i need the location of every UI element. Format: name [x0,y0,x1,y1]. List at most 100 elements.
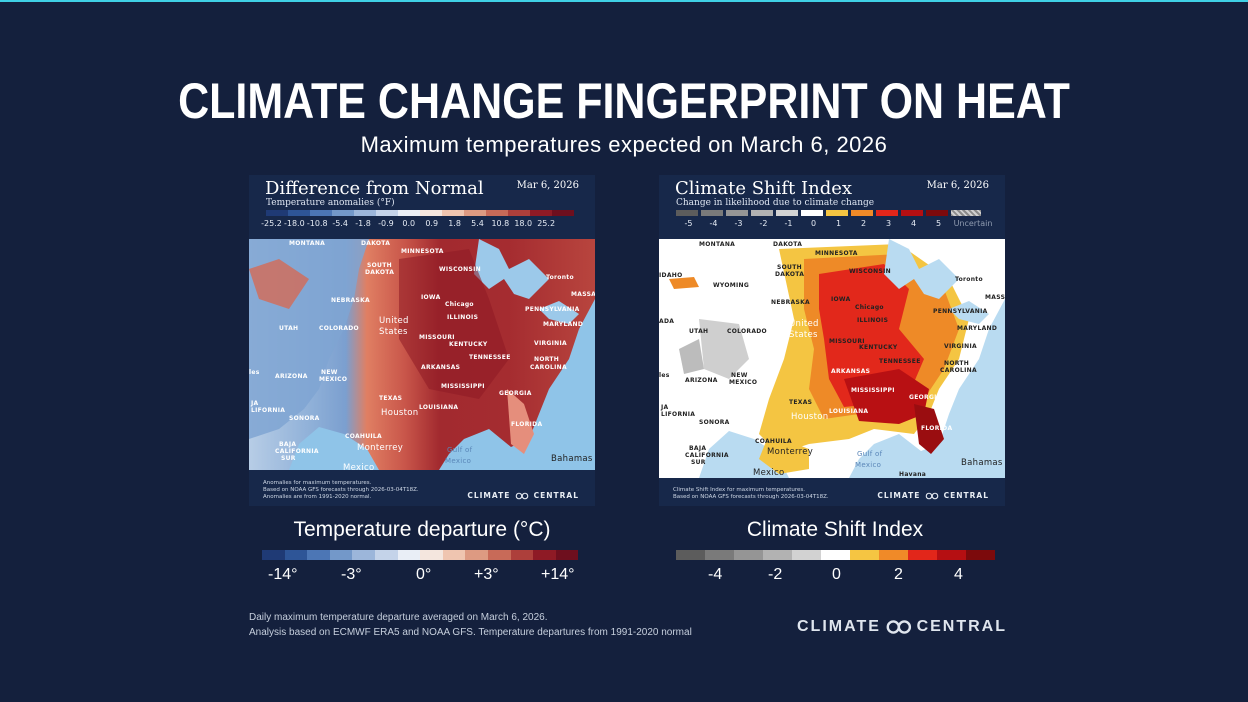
svg-text:Bahamas: Bahamas [961,458,1003,468]
legend-label: 0 [832,566,841,583]
csi-mini-swatch [826,210,848,216]
svg-text:MISSISSIPPI: MISSISSIPPI [851,387,895,394]
page-title: CLIMATE CHANGE FINGERPRINT ON HEAT [178,73,1070,129]
svg-text:Monterrey: Monterrey [767,447,813,457]
legend-label: -14° [268,566,298,583]
scale-label: 0.0 [402,219,416,228]
svg-text:SONORA: SONORA [289,415,320,422]
anomaly-mini-swatch [464,210,486,216]
temperature-legend-swatch [374,550,398,560]
scale-label: 25.2 [537,219,556,228]
anomaly-mini-swatch [288,210,310,216]
svg-text:CAROLINA: CAROLINA [530,364,567,371]
anomaly-map: MONTANA DAKOTA MINNESOTA SOUTH DAKOTA WI… [249,239,595,470]
temperature-legend-title: Temperature departure (°C) [293,518,551,541]
svg-text:UTAH: UTAH [279,325,298,332]
csi-map-panel: Climate Shift Index Mar 6, 2026 Change i… [659,175,1005,506]
temperature-legend-swatch [329,550,353,560]
svg-text:MASSA: MASSA [985,294,1005,301]
anomaly-mini-swatch [530,210,552,216]
top-accent-line [0,0,1248,2]
anomaly-panel-date: Mar 6, 2026 [516,180,579,191]
svg-text:CALIFORNIA: CALIFORNIA [685,452,729,459]
svg-text:les: les [249,369,260,376]
legend-label: +14° [541,566,575,583]
svg-text:Mexico: Mexico [753,468,784,478]
svg-text:Houston: Houston [791,412,828,422]
svg-text:MEXICO: MEXICO [729,379,757,386]
svg-text:Chicago: Chicago [855,304,884,311]
csi-legend-swatch [966,550,995,560]
anomaly-mini-swatch [420,210,442,216]
scale-label: 5 [935,219,942,228]
anomaly-mini-scale-labels: -25.2 -18.0 -10.8 -5.4 -1.8 -0.9 0.0 0.9 1.8 5.4 1… [260,219,558,228]
temperature-legend-swatch [555,550,579,560]
svg-text:WYOMING: WYOMING [713,282,749,289]
csi-legend-swatch [734,550,763,560]
svg-text:States: States [789,330,818,340]
svg-text:Bahamas: Bahamas [551,454,593,464]
svg-text:MARYLAND: MARYLAND [957,325,997,332]
svg-text:LIFORNIA: LIFORNIA [251,407,285,414]
svg-text:BAJA: BAJA [689,445,706,452]
csi-legend-swatch [792,550,821,560]
svg-text:IOWA: IOWA [421,294,441,301]
scale-label: 18.0 [514,219,533,228]
svg-text:IDAHO: IDAHO [659,272,682,279]
svg-text:COLORADO: COLORADO [727,328,767,335]
anomaly-map-graphic: MONTANA DAKOTA MINNESOTA SOUTH DAKOTA WI… [249,239,595,470]
temperature-legend-swatch [352,550,375,560]
csi-legend-swatch [821,550,850,560]
svg-text:DAKOTA: DAKOTA [775,271,804,278]
scale-label: -3 [734,219,743,228]
svg-text:ARKANSAS: ARKANSAS [831,368,870,375]
scale-label: -2 [759,219,768,228]
svg-text:NEW: NEW [321,369,338,376]
csi-legend-title: Climate Shift Index [746,518,924,541]
footer-notes: Daily maximum temperature departure aver… [249,610,692,640]
csi-mini-swatch [751,210,773,216]
scale-label: 5.4 [471,219,484,228]
svg-text:United: United [379,316,409,326]
svg-text:NEW: NEW [731,372,748,379]
svg-text:Mexico: Mexico [445,457,471,465]
scale-label: -4 [709,219,718,228]
scale-label: 3 [885,219,892,228]
svg-text:BAJA: BAJA [279,441,296,448]
csi-panel-brand: CLIMATE CENTRAL [877,491,989,500]
anomaly-mini-swatch [398,210,420,216]
svg-text:CAROLINA: CAROLINA [940,367,977,374]
svg-text:MINNESOTA: MINNESOTA [401,248,444,255]
csi-mini-swatch [776,210,798,216]
page-subtitle: Maximum temperatures expected on March 6… [360,132,888,157]
csi-legend-swatch [908,550,937,560]
svg-text:NEBRASKA: NEBRASKA [331,297,370,304]
svg-text:MONTANA: MONTANA [699,241,735,248]
anomaly-map-panel: Difference from Normal Mar 6, 2026 Tempe… [249,175,595,506]
csi-mini-swatch [926,210,948,216]
csi-mini-swatch [726,210,748,216]
scale-label: -0.9 [378,219,394,228]
csi-legend-swatch [676,550,705,560]
svg-text:WISCONSIN: WISCONSIN [849,268,891,275]
anomaly-panel-title: Difference from Normal [265,178,484,199]
csi-mini-scale [676,210,981,216]
svg-text:ARIZONA: ARIZONA [275,373,308,380]
svg-text:MONTANA: MONTANA [289,240,325,247]
scale-label: -10.8 [306,219,328,228]
anomaly-mini-scale [266,210,574,216]
svg-text:MISSISSIPPI: MISSISSIPPI [441,383,485,390]
svg-text:SUR: SUR [281,455,296,462]
csi-mini-swatch [701,210,723,216]
svg-text:ARKANSAS: ARKANSAS [421,364,460,371]
svg-text:SONORA: SONORA [699,419,730,426]
temperature-legend-swatch [442,550,466,560]
legend-label: -2 [768,566,783,583]
climate-central-brand: CLIMATE CENTRAL [797,618,1007,635]
anomaly-panel-footnote: Anomalies for maximum temperatures. Base… [263,480,419,500]
svg-text:KENTUCKY: KENTUCKY [449,341,488,348]
svg-text:PENNSYLVANIA: PENNSYLVANIA [525,306,580,313]
anomaly-mini-swatch [266,210,288,216]
csi-mini-swatch [901,210,923,216]
svg-text:VIRGINIA: VIRGINIA [944,343,977,350]
